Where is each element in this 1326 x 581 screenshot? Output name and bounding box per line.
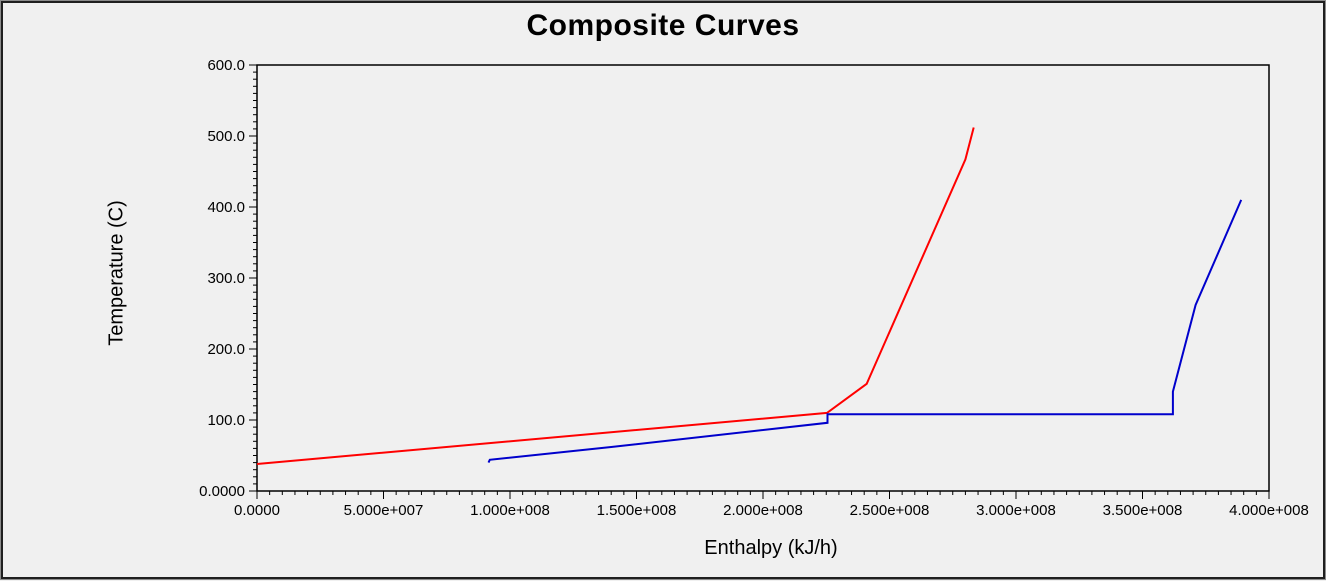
y-tick-label: 500.0 (207, 128, 245, 145)
cold-composite-curve (487, 199, 1243, 464)
axis-ticks (249, 64, 1270, 499)
y-tick-label: 200.0 (207, 341, 245, 358)
y-tick-label: 300.0 (207, 270, 245, 287)
curves (256, 127, 1243, 465)
x-tick-label: 2.500e+008 (850, 502, 930, 519)
axis-tick-labels: 0.0000 5.000e+007 1.000e+008 1.500e+008 2.00… (199, 57, 1309, 519)
chart-title: Composite Curves (526, 9, 800, 42)
y-tick-label: 400.0 (207, 199, 245, 216)
x-tick-label: 4.000e+008 (1229, 502, 1309, 519)
x-axis-label: Enthalpy (kJ/h) (704, 537, 838, 559)
x-tick-label: 0.0000 (234, 502, 280, 519)
x-tick-label: 3.000e+008 (976, 502, 1056, 519)
x-tick-label: 2.000e+008 (723, 502, 803, 519)
plot-frame (256, 64, 1270, 492)
x-tick-label: 5.000e+007 (344, 502, 424, 519)
y-tick-label: 0.0000 (199, 483, 245, 500)
y-tick-label: 600.0 (207, 57, 245, 74)
y-tick-label: 100.0 (207, 412, 245, 429)
hot-composite-curve (256, 127, 975, 465)
x-tick-label: 1.000e+008 (470, 502, 550, 519)
x-tick-label: 3.500e+008 (1103, 502, 1183, 519)
plot-border (256, 64, 1270, 492)
x-tick-label: 1.500e+008 (597, 502, 677, 519)
